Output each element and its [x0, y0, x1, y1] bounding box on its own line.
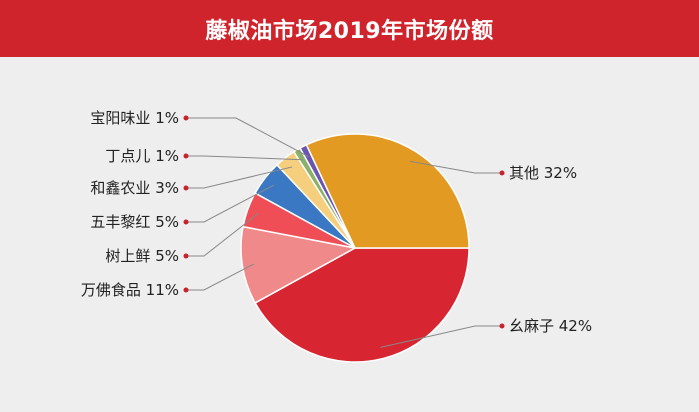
pie-slice-7	[305, 133, 470, 249]
slice-label-5: 丁点儿 1%	[105, 147, 179, 165]
leader-dot-4	[183, 185, 189, 191]
leader-dot-1	[183, 287, 189, 293]
leader-dot-7	[499, 170, 505, 176]
leader-lines	[183, 115, 505, 348]
pie-slice-0	[254, 247, 470, 363]
leader-dot-0	[499, 323, 505, 329]
leader-line-5	[186, 155, 303, 161]
pie-slice-1	[240, 225, 358, 304]
slice-labels: 幺麻子 42% 万佛食品 11% 树上鲜 5% 五丰黎红 5% 和鑫农业 3% 丁点儿 1…	[81, 109, 592, 335]
leader-dot-6	[183, 115, 189, 121]
slice-label-7: 其他 32%	[509, 164, 577, 182]
leader-line-0	[380, 325, 502, 348]
leader-line-4	[186, 166, 293, 189]
leader-line-2	[186, 212, 259, 257]
leader-line-7	[409, 160, 502, 174]
leader-line-6	[186, 117, 309, 158]
slice-label-4: 和鑫农业 3%	[90, 179, 179, 197]
leader-dot-3	[183, 219, 189, 225]
slice-label-0: 幺麻子 42%	[509, 317, 592, 335]
pie-slices	[240, 133, 470, 363]
slice-label-6: 宝阳味业 1%	[90, 109, 179, 127]
leader-line-3	[186, 184, 275, 223]
leader-dot-2	[183, 253, 189, 259]
leader-line-1	[186, 263, 254, 291]
slice-label-3: 五丰黎红 5%	[90, 213, 179, 231]
leader-dot-5	[183, 153, 189, 159]
title-bar: 藤椒油市场2019年市场份额	[0, 0, 699, 57]
slice-label-2: 树上鲜 5%	[105, 247, 179, 265]
slice-label-1: 万佛食品 11%	[81, 281, 179, 299]
page-title: 藤椒油市场2019年市场份额	[205, 18, 494, 44]
pie-chart: 幺麻子 42% 万佛食品 11% 树上鲜 5% 五丰黎红 5% 和鑫农业 3% 丁点儿 1…	[81, 109, 592, 363]
